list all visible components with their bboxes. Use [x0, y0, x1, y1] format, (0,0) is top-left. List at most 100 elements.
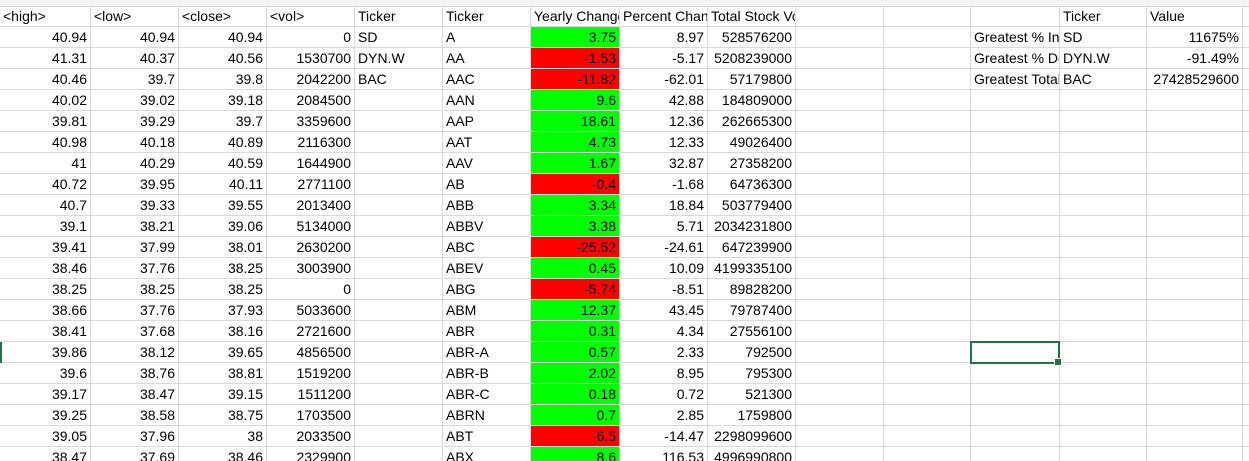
high-cell[interactable]: 41.31 — [0, 48, 91, 69]
summary-value-cell[interactable] — [1147, 216, 1243, 237]
header-empty[interactable] — [971, 6, 1060, 27]
close-cell[interactable]: 38.75 — [179, 405, 267, 426]
empty-cell[interactable] — [884, 195, 971, 216]
summary-label-cell[interactable] — [971, 342, 1060, 363]
summary-value-cell[interactable] — [1147, 384, 1243, 405]
summary-ticker-cell[interactable]: DYN.W — [1060, 48, 1147, 69]
summary-label-cell[interactable] — [971, 363, 1060, 384]
summary-ticker-source-cell[interactable] — [355, 132, 443, 153]
percent-change-cell[interactable]: 42.88 — [620, 90, 708, 111]
yearly-change-cell[interactable]: 2.02 — [531, 363, 620, 384]
empty-cell[interactable] — [884, 111, 971, 132]
summary-value-cell[interactable] — [1147, 111, 1243, 132]
percent-change-cell[interactable]: 8.97 — [620, 27, 708, 48]
empty-cell[interactable] — [796, 384, 884, 405]
high-cell[interactable]: 40.46 — [0, 69, 91, 90]
summary-ticker-source-cell[interactable]: DYN.W — [355, 48, 443, 69]
empty-cell[interactable] — [884, 69, 971, 90]
summary-ticker-source-cell[interactable] — [355, 195, 443, 216]
summary-ticker-cell[interactable] — [1060, 363, 1147, 384]
summary-ticker-cell[interactable] — [1060, 405, 1147, 426]
empty-cell[interactable] — [796, 321, 884, 342]
high-cell[interactable]: 39.41 — [0, 237, 91, 258]
summary-ticker-cell[interactable] — [1060, 132, 1147, 153]
high-cell[interactable]: 39.25 — [0, 405, 91, 426]
total-volume-cell[interactable]: 2034231800 — [708, 216, 796, 237]
summary-ticker-source-cell[interactable] — [355, 405, 443, 426]
summary-ticker-cell[interactable] — [1060, 174, 1147, 195]
empty-cell[interactable] — [796, 195, 884, 216]
header-close[interactable]: <close> — [179, 6, 267, 27]
empty-cell[interactable] — [884, 132, 971, 153]
vol-cell[interactable]: 5033600 — [267, 300, 355, 321]
total-volume-cell[interactable]: 647239900 — [708, 237, 796, 258]
empty-cell[interactable] — [796, 363, 884, 384]
summary-label-cell[interactable] — [971, 426, 1060, 447]
ticker-cell[interactable]: ABRN — [443, 405, 531, 426]
percent-change-cell[interactable]: 32.87 — [620, 153, 708, 174]
yearly-change-cell[interactable]: 1.67 — [531, 153, 620, 174]
yearly-change-cell[interactable]: 0.45 — [531, 258, 620, 279]
summary-label-cell[interactable] — [971, 132, 1060, 153]
high-cell[interactable]: 39.81 — [0, 111, 91, 132]
low-cell[interactable]: 38.25 — [91, 279, 179, 300]
header-ticker[interactable]: Ticker — [443, 6, 531, 27]
summary-label-cell[interactable] — [971, 447, 1060, 461]
header-empty[interactable] — [884, 6, 971, 27]
summary-ticker-source-cell[interactable] — [355, 279, 443, 300]
summary-ticker-cell[interactable] — [1060, 321, 1147, 342]
empty-cell[interactable] — [884, 27, 971, 48]
total-volume-cell[interactable]: 64736300 — [708, 174, 796, 195]
vol-cell[interactable]: 2329900 — [267, 447, 355, 461]
empty-cell[interactable] — [796, 69, 884, 90]
total-volume-cell[interactable]: 521300 — [708, 384, 796, 405]
ticker-cell[interactable]: ABR — [443, 321, 531, 342]
empty-cell[interactable] — [884, 279, 971, 300]
header-low[interactable]: <low> — [91, 6, 179, 27]
high-cell[interactable]: 39.1 — [0, 216, 91, 237]
yearly-change-cell[interactable]: 0.31 — [531, 321, 620, 342]
summary-ticker-source-cell[interactable] — [355, 300, 443, 321]
empty-cell[interactable] — [884, 426, 971, 447]
yearly-change-cell[interactable]: -5.74 — [531, 279, 620, 300]
ticker-cell[interactable]: ABT — [443, 426, 531, 447]
summary-ticker-source-cell[interactable] — [355, 174, 443, 195]
summary-value-cell[interactable] — [1147, 258, 1243, 279]
header-val[interactable]: Value — [1147, 6, 1243, 27]
header-empty[interactable] — [1243, 6, 1249, 27]
low-cell[interactable]: 38.58 — [91, 405, 179, 426]
empty-cell[interactable] — [884, 447, 971, 461]
high-cell[interactable]: 41 — [0, 153, 91, 174]
empty-cell[interactable] — [1243, 426, 1249, 447]
header-pc[interactable]: Percent Change — [620, 6, 708, 27]
summary-ticker-cell[interactable]: BAC — [1060, 69, 1147, 90]
ticker-cell[interactable]: AAT — [443, 132, 531, 153]
empty-cell[interactable] — [1243, 363, 1249, 384]
yearly-change-cell[interactable]: 0.18 — [531, 384, 620, 405]
low-cell[interactable]: 38.21 — [91, 216, 179, 237]
percent-change-cell[interactable]: 43.45 — [620, 300, 708, 321]
yearly-change-cell[interactable]: 0.57 — [531, 342, 620, 363]
high-cell[interactable]: 39.86 — [0, 342, 91, 363]
yearly-change-cell[interactable]: 12.37 — [531, 300, 620, 321]
summary-label-cell[interactable] — [971, 153, 1060, 174]
low-cell[interactable]: 38.47 — [91, 384, 179, 405]
empty-cell[interactable] — [796, 426, 884, 447]
empty-cell[interactable] — [796, 90, 884, 111]
percent-change-cell[interactable]: 12.33 — [620, 132, 708, 153]
empty-cell[interactable] — [1243, 279, 1249, 300]
percent-change-cell[interactable]: -8.51 — [620, 279, 708, 300]
total-volume-cell[interactable]: 792500 — [708, 342, 796, 363]
low-cell[interactable]: 40.37 — [91, 48, 179, 69]
close-cell[interactable]: 38.25 — [179, 258, 267, 279]
empty-cell[interactable] — [1243, 237, 1249, 258]
summary-ticker-cell[interactable] — [1060, 426, 1147, 447]
summary-value-cell[interactable] — [1147, 90, 1243, 111]
high-cell[interactable]: 39.17 — [0, 384, 91, 405]
summary-value-cell[interactable] — [1147, 447, 1243, 461]
ticker-cell[interactable]: ABB — [443, 195, 531, 216]
empty-cell[interactable] — [1243, 300, 1249, 321]
summary-ticker-source-cell[interactable]: SD — [355, 27, 443, 48]
summary-ticker-cell[interactable] — [1060, 300, 1147, 321]
summary-ticker-source-cell[interactable] — [355, 363, 443, 384]
